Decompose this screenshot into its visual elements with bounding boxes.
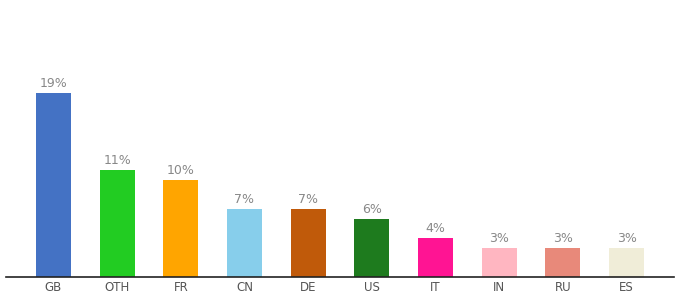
Text: 10%: 10% xyxy=(167,164,194,177)
Text: 7%: 7% xyxy=(298,193,318,206)
Text: 7%: 7% xyxy=(235,193,254,206)
Bar xyxy=(481,248,517,277)
Bar xyxy=(100,170,135,277)
Bar xyxy=(354,218,390,277)
Bar xyxy=(36,93,71,277)
Text: 3%: 3% xyxy=(489,232,509,244)
Bar xyxy=(609,248,644,277)
Text: 11%: 11% xyxy=(103,154,131,167)
Bar xyxy=(418,238,453,277)
Text: 19%: 19% xyxy=(39,77,67,90)
Bar xyxy=(545,248,580,277)
Bar xyxy=(290,209,326,277)
Bar xyxy=(163,180,199,277)
Bar xyxy=(227,209,262,277)
Text: 3%: 3% xyxy=(617,232,636,244)
Text: 4%: 4% xyxy=(426,222,445,235)
Text: 6%: 6% xyxy=(362,202,381,216)
Text: 3%: 3% xyxy=(553,232,573,244)
